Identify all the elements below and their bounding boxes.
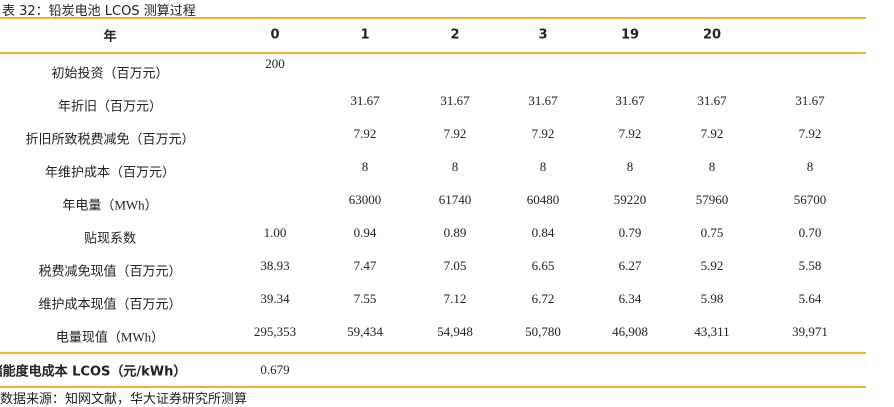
cell: 0.79 <box>618 225 642 240</box>
cell: 7.92 <box>798 126 822 141</box>
cell: 60480 <box>526 192 560 207</box>
cell: 5.92 <box>700 258 724 273</box>
cell: 31.67 <box>350 93 380 108</box>
cell: 31.67 <box>440 93 470 108</box>
cell: 1.00 <box>263 225 287 240</box>
header-cell: 年 <box>103 29 117 45</box>
cell: 6.65 <box>531 258 555 273</box>
cell: 7.05 <box>443 258 467 273</box>
cell: 7.55 <box>353 291 377 306</box>
footer-label: 储能度电成本 LCOS（元/kWh） <box>0 364 187 380</box>
cell: 0.84 <box>531 225 555 240</box>
cell: 295,353 <box>253 324 297 339</box>
cell: 8 <box>626 159 634 174</box>
cell: 7.92 <box>531 126 555 141</box>
row-label: 年电量（MWh） <box>62 197 158 213</box>
cell: 46,908 <box>612 324 648 339</box>
rule <box>0 17 866 19</box>
header-cell: 2 <box>450 27 460 43</box>
cell: 39.34 <box>260 291 290 306</box>
row-label: 电量现值（MWh） <box>55 329 165 345</box>
cell: 7.12 <box>443 291 467 306</box>
source-note: 数据来源：知网文献，华大证券研究所测算 <box>0 392 248 407</box>
cell: 31.67 <box>795 93 825 108</box>
cell: 8 <box>451 159 459 174</box>
row-label: 税费减免现值（百万元） <box>38 263 182 279</box>
row-label: 年折旧（百万元） <box>57 98 163 114</box>
cell: 8 <box>806 159 814 174</box>
cell: 38.93 <box>260 258 290 273</box>
header-cell: 20 <box>702 27 722 43</box>
cell: 50,780 <box>525 324 561 339</box>
cell: 31.67 <box>615 93 645 108</box>
cell: 7.47 <box>353 258 377 273</box>
table-title: 表 32：铅炭电池 LCOS 测算过程 <box>2 4 196 19</box>
row-label: 贴现系数 <box>83 230 137 246</box>
cell: 8 <box>361 159 369 174</box>
row-label: 年维护成本（百万元） <box>44 164 176 180</box>
cell: 5.64 <box>798 291 822 306</box>
cell: 56700 <box>793 192 827 207</box>
cell: 6.34 <box>618 291 642 306</box>
cell: 0.75 <box>700 225 724 240</box>
cell: 31.67 <box>528 93 558 108</box>
header-cell: 19 <box>620 27 640 43</box>
cell: 7.92 <box>700 126 724 141</box>
header-cell: 0 <box>270 27 280 43</box>
cell: 200 <box>265 56 285 71</box>
cell: 59220 <box>613 192 647 207</box>
cell: 5.98 <box>700 291 724 306</box>
cell: 0.89 <box>443 225 467 240</box>
cell: 0.70 <box>798 225 822 240</box>
cell: 8 <box>708 159 716 174</box>
cell: 61740 <box>438 192 472 207</box>
cell: 8 <box>539 159 547 174</box>
row-label: 维护成本现值（百万元） <box>38 296 182 312</box>
cell: 54,948 <box>437 324 473 339</box>
row-label: 折旧所致税费减免（百万元） <box>25 131 195 147</box>
cell: 31.67 <box>697 93 727 108</box>
cell: 0.94 <box>353 225 377 240</box>
row-label: 初始投资（百万元） <box>51 65 169 81</box>
cell: 39,971 <box>792 324 828 339</box>
cell: 7.92 <box>618 126 642 141</box>
cell: 5.58 <box>798 258 822 273</box>
rule <box>0 52 866 54</box>
cell: 6.27 <box>618 258 642 273</box>
footer-value: 0.679 <box>260 362 290 377</box>
cell: 7.92 <box>353 126 377 141</box>
cell: 7.92 <box>443 126 467 141</box>
rule <box>0 386 866 388</box>
header-cell: 3 <box>538 27 548 43</box>
cell: 63000 <box>348 192 382 207</box>
rule <box>0 352 866 354</box>
cell: 59,434 <box>347 324 383 339</box>
cell: 6.72 <box>531 291 555 306</box>
cell: 57960 <box>695 192 729 207</box>
cell: 43,311 <box>694 324 730 339</box>
header-cell: 1 <box>360 27 370 43</box>
